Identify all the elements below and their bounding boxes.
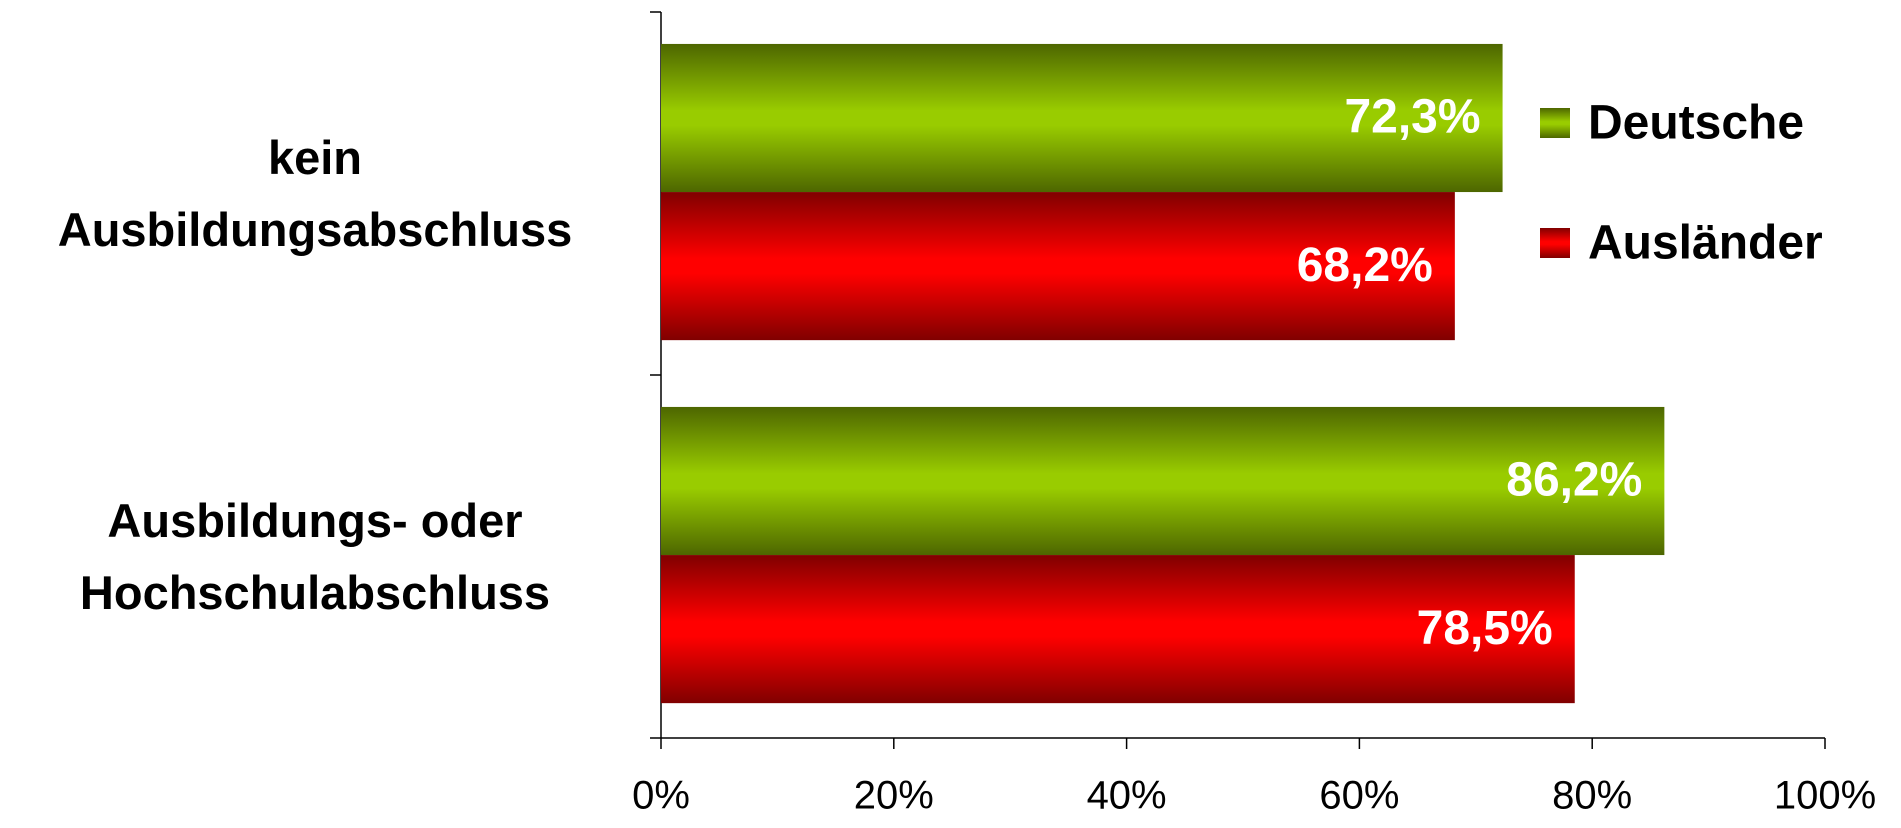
legend-label: Ausländer [1588, 217, 1823, 270]
legend-swatch [1540, 108, 1570, 138]
value-label: 86,2% [1506, 454, 1642, 507]
bar [661, 43, 1503, 193]
category-label: kein Ausbildungsabschluss [57, 130, 573, 256]
bar [661, 406, 1665, 556]
value-label: 68,2% [1297, 239, 1433, 292]
x-tick-label: 100% [1774, 774, 1876, 818]
x-tick-label: 20% [854, 774, 934, 818]
value-label: 78,5% [1417, 602, 1553, 655]
x-tick-label: 0% [632, 774, 690, 818]
category-label: Ausbildungs- oder Hochschulabschluss [79, 493, 551, 619]
legend-swatch [1540, 228, 1570, 258]
legend-label: Deutsche [1588, 97, 1804, 150]
value-label: 72,3% [1344, 91, 1480, 144]
x-tick-label: 60% [1319, 774, 1399, 818]
x-tick-label: 40% [1087, 774, 1167, 818]
bar [661, 555, 1575, 704]
bar [661, 192, 1455, 341]
x-tick-label: 80% [1552, 774, 1632, 818]
